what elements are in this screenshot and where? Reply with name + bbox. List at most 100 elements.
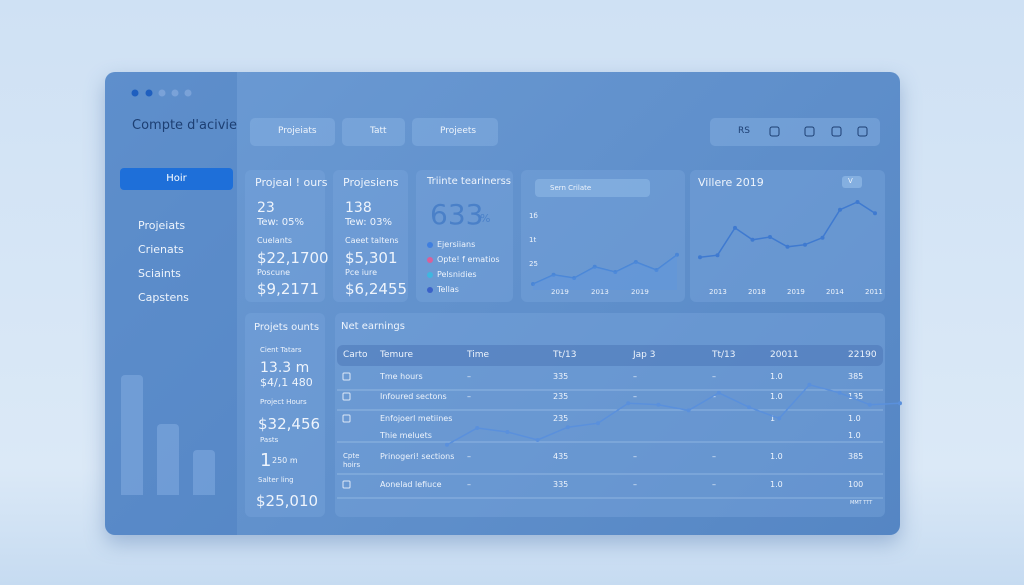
table-cell: 385 [848, 372, 864, 381]
big-number: 633 [430, 198, 484, 231]
legend-label: Tellas [437, 285, 459, 294]
card-line: Tew: 05% [257, 217, 304, 228]
window-dot [184, 89, 192, 97]
y-label: 1б [529, 212, 538, 220]
table-cell: – [467, 480, 471, 489]
card [333, 170, 408, 302]
window-dot [158, 89, 166, 97]
card-line: 138 [345, 200, 372, 216]
window-dot [145, 89, 153, 97]
header-cell: Time [467, 350, 490, 360]
x-label: 2011 [865, 288, 883, 296]
nav-active[interactable] [120, 168, 233, 190]
card [690, 170, 885, 302]
nav-active-label[interactable]: Hoir [166, 173, 187, 184]
legend-dot [427, 287, 433, 293]
table-cell: 1.0 [770, 480, 783, 489]
table-cell: – [633, 480, 637, 489]
point [654, 268, 659, 272]
point [820, 235, 825, 240]
card-title: Villere 2019 [698, 176, 764, 189]
table-cell: – [633, 452, 637, 461]
x-label: 2014 [826, 288, 844, 296]
legend-dot [427, 272, 433, 278]
line [446, 383, 901, 446]
sidebar-title: Compte d'acivie [132, 118, 238, 133]
table-cell: – [467, 452, 471, 461]
card-line: $25,010 [256, 492, 319, 510]
table-cell: 235 [553, 392, 569, 401]
search-placeholder[interactable]: Sern Crilate [550, 184, 592, 192]
card-line: Cient Tatars [260, 346, 302, 354]
card-line: Pce iure [345, 268, 378, 277]
point [656, 402, 661, 407]
toolbar-button-label[interactable]: Tatt [370, 126, 387, 136]
header-cell: 20011 [770, 350, 799, 360]
table-cell: – [633, 392, 637, 401]
card [245, 170, 325, 302]
sidebar-bar [157, 424, 179, 495]
toolbar-icon [769, 126, 780, 137]
card-line: 23 [257, 200, 275, 216]
point [838, 207, 842, 212]
table-cell: 385 [848, 452, 864, 461]
nav-item[interactable]: Capstens [138, 291, 189, 304]
table-cell: 135 [848, 392, 864, 401]
table-cell: Infoured sectons [380, 392, 447, 401]
x-label: 2018 [748, 288, 766, 296]
card-line: $4/,1 480 [260, 376, 313, 389]
legend-dot [427, 242, 433, 248]
nav-item[interactable]: Sciaints [138, 267, 181, 280]
table-cell: Enfojoerl metiines [380, 414, 453, 423]
table-cell: 335 [553, 372, 569, 381]
point [873, 211, 877, 216]
x-label: 2013 [709, 288, 727, 296]
point [551, 272, 556, 277]
card-line: Cuelants [257, 236, 293, 245]
sidebar [105, 72, 237, 535]
big-suffix: % [480, 212, 491, 225]
header-cell: Tt/13 [712, 350, 736, 360]
table-cell: 1.0 [770, 392, 783, 401]
toolbar-button[interactable] [342, 118, 405, 146]
card-line: 1 [260, 450, 272, 471]
point [898, 401, 902, 406]
sidebar-bar [193, 450, 215, 495]
table-cell: – [712, 392, 716, 401]
table-cell: Prinogeri! sections [380, 452, 455, 461]
card-line: 13.3 m [260, 360, 310, 376]
legend-label: Ejersiians [437, 240, 476, 249]
table-cell: 435 [553, 452, 569, 461]
toolbar-button[interactable] [412, 118, 498, 146]
card-line: $6,2455 [345, 280, 408, 298]
card [245, 313, 325, 517]
x-label: 2019 [787, 288, 805, 296]
toolbar-button-label[interactable]: Projeiats [278, 126, 317, 136]
toolbar-group-label[interactable]: RS [738, 126, 750, 136]
nav-item[interactable]: Projeiats [138, 219, 186, 232]
table-cell: 1.0 [848, 431, 861, 440]
point [785, 244, 790, 249]
table-footer: MMT TTT [850, 500, 873, 506]
card-line: Tew: 03% [345, 217, 392, 228]
toolbar-button[interactable] [250, 118, 335, 146]
x-label: 2013 [591, 288, 609, 296]
toolbar-group[interactable] [710, 118, 880, 146]
toolbar-button-label[interactable]: Projeets [440, 126, 477, 136]
point [837, 390, 842, 395]
card-line: Poscune [257, 268, 291, 277]
dropdown-label[interactable]: V [848, 177, 853, 185]
point [531, 282, 535, 286]
dropdown[interactable] [842, 176, 862, 188]
search-box[interactable] [535, 179, 650, 197]
header-cell: 22190 [848, 350, 877, 360]
y-label: 1t [529, 236, 537, 244]
table-cell: Aonelad lefiuce [380, 480, 442, 489]
point [733, 225, 737, 230]
table-cell: – [467, 392, 471, 401]
card-line: Salter ling [258, 476, 294, 484]
point [475, 426, 480, 430]
nav-item[interactable]: Crienats [138, 243, 184, 256]
